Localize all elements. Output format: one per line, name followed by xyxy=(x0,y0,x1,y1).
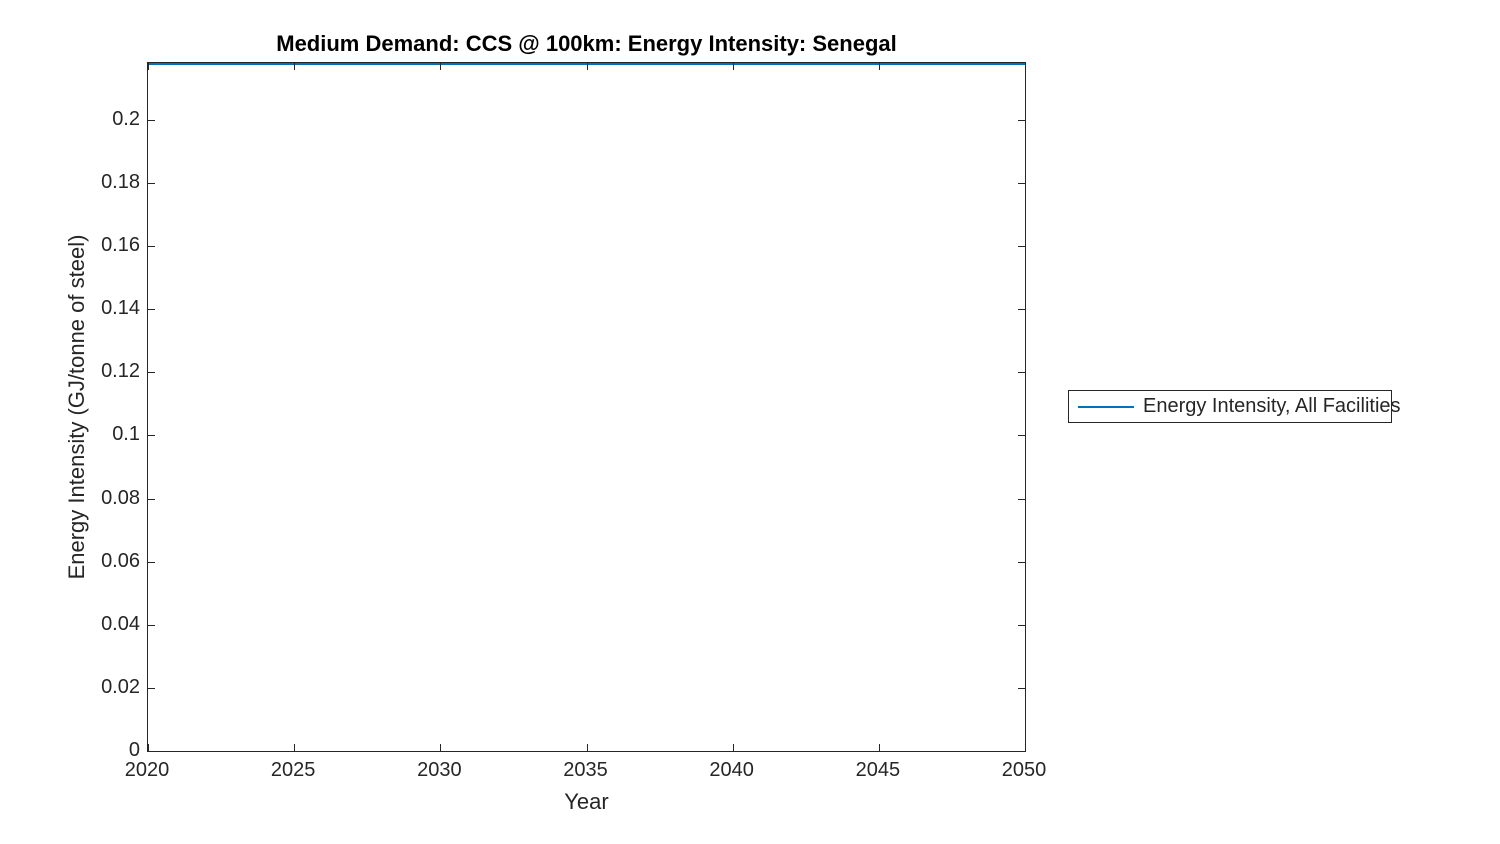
tick-mark xyxy=(586,63,588,70)
tick-mark xyxy=(586,744,588,751)
tick-mark xyxy=(1018,435,1025,437)
tick-mark xyxy=(732,744,734,751)
x-tick-label: 2045 xyxy=(855,759,901,781)
tick-mark xyxy=(294,744,296,751)
x-tick-label: 2030 xyxy=(417,759,462,781)
legend-label: Energy Intensity, All Facilities xyxy=(1143,395,1401,417)
y-tick-label: 0.02 xyxy=(101,675,140,698)
y-tick-label: 0.18 xyxy=(101,170,140,193)
tick-mark xyxy=(1018,182,1025,184)
tick-mark xyxy=(1018,498,1025,500)
tick-mark xyxy=(1025,63,1026,70)
tick-mark xyxy=(148,435,155,437)
tick-mark xyxy=(148,182,155,184)
tick-mark xyxy=(1018,309,1025,311)
y-tick-label: 0 xyxy=(128,739,140,761)
y-tick-label: 0.1 xyxy=(112,423,140,446)
y-axis-label: Energy Intensity (GJ/tonne of steel) xyxy=(64,234,89,580)
y-tick-label: 0.06 xyxy=(101,549,140,572)
tick-mark xyxy=(1018,372,1025,374)
x-tick-label: 2020 xyxy=(124,759,170,781)
tick-mark xyxy=(1018,687,1025,689)
tick-mark xyxy=(148,309,155,311)
x-tick-label: 2050 xyxy=(1001,759,1047,781)
x-tick-label: 2035 xyxy=(563,759,608,781)
tick-mark xyxy=(148,246,155,248)
x-tick-label: 2040 xyxy=(709,759,754,781)
tick-mark xyxy=(294,63,296,70)
y-tick-label: 0.12 xyxy=(101,360,140,383)
tick-mark xyxy=(148,119,155,121)
tick-mark xyxy=(1018,751,1025,752)
tick-mark xyxy=(732,63,734,70)
chart-title: Medium Demand: CCS @ 100km: Energy Inten… xyxy=(276,31,897,56)
tick-mark xyxy=(1025,744,1026,751)
legend-line-sample xyxy=(1078,405,1134,408)
tick-mark xyxy=(148,498,155,500)
tick-mark xyxy=(148,561,155,563)
tick-mark xyxy=(878,63,880,70)
tick-mark xyxy=(1018,246,1025,248)
y-tick-label: 0.04 xyxy=(101,612,140,635)
tick-mark xyxy=(148,372,155,374)
x-axis-label: Year xyxy=(564,789,609,814)
y-tick-label: 0.14 xyxy=(101,297,140,320)
x-tick-label: 2025 xyxy=(270,759,316,781)
tick-mark xyxy=(148,63,149,70)
y-tick-label: 0.08 xyxy=(101,486,140,509)
tick-mark xyxy=(440,744,442,751)
tick-mark xyxy=(1018,561,1025,563)
tick-mark xyxy=(878,744,880,751)
y-tick-label: 0.2 xyxy=(112,107,140,130)
tick-mark xyxy=(148,751,155,752)
tick-mark xyxy=(148,687,155,689)
tick-mark xyxy=(440,63,442,70)
tick-mark xyxy=(148,624,155,626)
legend: Energy Intensity, All Facilities xyxy=(1068,390,1401,423)
tick-mark xyxy=(1018,119,1025,121)
tick-mark xyxy=(1018,624,1025,626)
y-tick-label: 0.16 xyxy=(101,234,140,257)
tick-mark xyxy=(148,744,149,751)
plot-area xyxy=(147,62,1026,752)
